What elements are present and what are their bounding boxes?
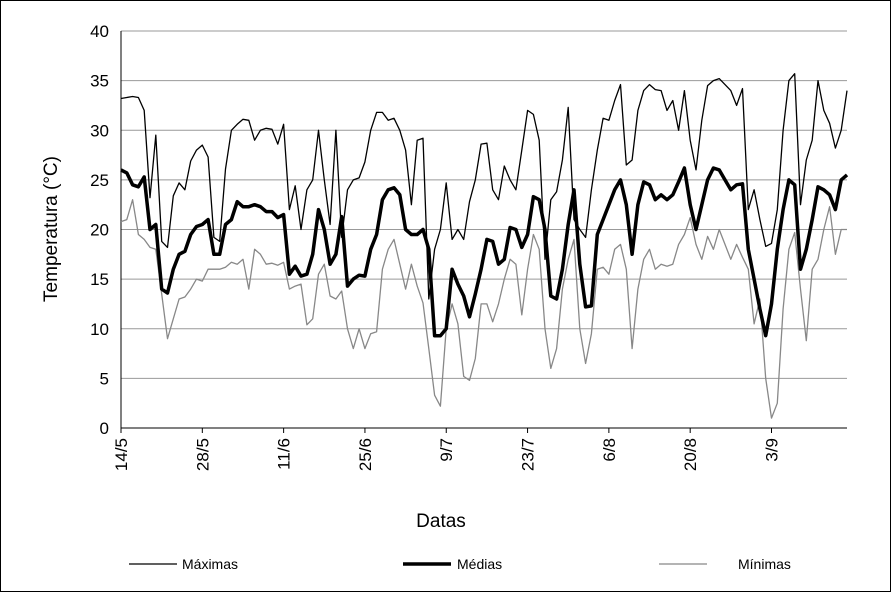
legend-label-maximas: Máximas (182, 556, 238, 572)
y-tick-label: 0 (100, 419, 109, 438)
x-tick-label: 28/5 (193, 438, 212, 471)
x-tick-label: 11/6 (275, 438, 294, 470)
x-tick-label: 6/8 (600, 438, 619, 462)
legend-label-medias: Médias (457, 556, 502, 572)
x-tick-label: 20/8 (681, 438, 700, 471)
series-lines (120, 73, 849, 419)
legend: Máximas Médias Mínimas (129, 556, 791, 572)
legend-label-minimas: Mínimas (738, 556, 791, 572)
y-tick-label: 35 (90, 72, 109, 91)
x-tick-label: 3/9 (762, 438, 781, 462)
y-axis-title: Temperatura (°C) (41, 156, 62, 302)
x-axis-title: Datas (416, 511, 466, 532)
series-line-medias (120, 166, 849, 338)
x-tick-label: 14/5 (112, 438, 131, 471)
series-line-minimas (120, 199, 847, 419)
y-tick-label: 15 (90, 270, 109, 289)
x-tick-label: 23/7 (519, 438, 538, 471)
gridlines (121, 30, 847, 379)
y-tick-label: 25 (90, 171, 109, 190)
y-tick-label: 30 (90, 121, 109, 140)
x-tick-labels: 14/5 28/5 11/6 25/6 9/7 23/7 6/8 20/8 3/9 (112, 438, 781, 471)
series-line-maximas (120, 73, 848, 300)
x-tick-label: 25/6 (356, 438, 375, 471)
y-tick-label: 20 (90, 221, 109, 240)
y-tick-labels: 0 5 10 15 20 25 30 35 40 (90, 22, 109, 438)
x-tick-label: 9/7 (437, 438, 456, 462)
axes (120, 31, 847, 433)
y-tick-label: 10 (90, 320, 109, 339)
y-tick-label: 5 (100, 369, 109, 388)
y-tick-label: 40 (90, 22, 109, 41)
